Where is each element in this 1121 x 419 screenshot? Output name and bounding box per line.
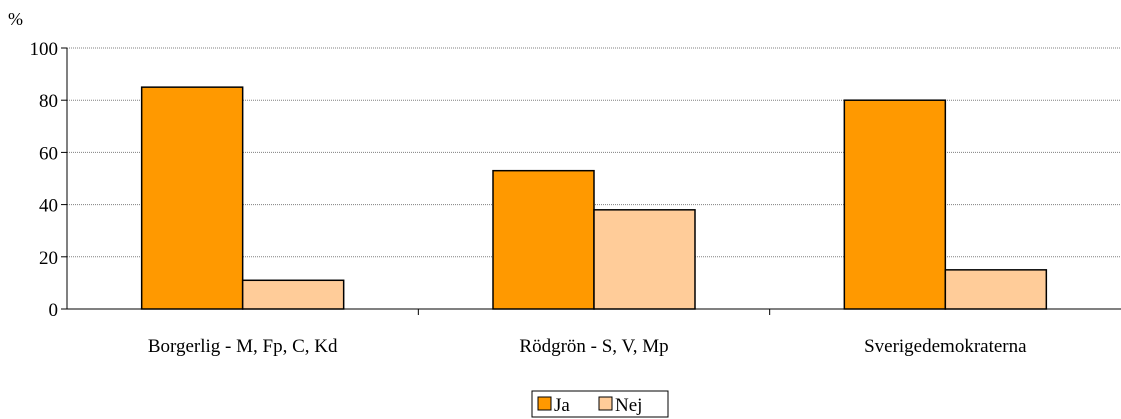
category-label: Rödgrön - S, V, Mp <box>519 336 668 357</box>
y-tick-label: 0 <box>49 300 59 321</box>
y-tick-label: 80 <box>39 91 58 112</box>
bar-ja-3 <box>843 99 947 310</box>
bar-ja-2 <box>492 169 595 310</box>
bar-nej-1 <box>241 279 345 310</box>
category-labels: Borgerlig - M, Fp, C, Kd Rödgrön - S, V, … <box>148 336 1027 357</box>
x-ticks <box>417 309 771 315</box>
legend-label-ja: Ja <box>554 395 570 416</box>
y-axis-unit-label: % <box>8 9 23 29</box>
bar-nej-2 <box>593 209 696 310</box>
legend-label-nej: Nej <box>615 395 642 416</box>
category-label: Borgerlig - M, Fp, C, Kd <box>148 336 338 357</box>
category-label: Sverigedemokraterna <box>864 336 1027 357</box>
legend-swatch-nej <box>598 396 613 411</box>
y-tick-label: 100 <box>30 39 59 60</box>
bar-ja-1 <box>140 86 244 310</box>
y-ticks: 0 20 40 60 80 100 <box>30 39 67 321</box>
bars <box>140 86 1048 310</box>
y-tick-label: 20 <box>39 248 58 269</box>
y-tick-label: 40 <box>39 196 58 217</box>
bar-nej-3 <box>944 269 1048 310</box>
legend: Ja Nej <box>531 390 669 418</box>
legend-swatch-ja <box>537 396 552 411</box>
y-tick-label: 60 <box>39 143 58 164</box>
